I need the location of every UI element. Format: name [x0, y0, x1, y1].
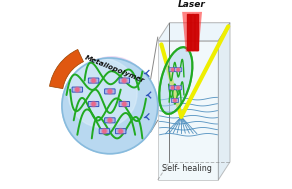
Circle shape	[177, 87, 179, 89]
FancyBboxPatch shape	[119, 78, 130, 83]
Circle shape	[107, 117, 113, 123]
Circle shape	[118, 128, 124, 134]
Circle shape	[174, 99, 176, 101]
Circle shape	[74, 87, 80, 92]
Circle shape	[123, 102, 126, 106]
Circle shape	[176, 86, 180, 90]
Wedge shape	[49, 50, 84, 89]
Polygon shape	[158, 23, 230, 41]
FancyBboxPatch shape	[171, 98, 178, 102]
Circle shape	[123, 79, 126, 82]
Circle shape	[107, 88, 113, 94]
Circle shape	[91, 78, 96, 84]
Polygon shape	[218, 23, 230, 180]
Circle shape	[108, 119, 112, 122]
Circle shape	[92, 102, 95, 106]
Circle shape	[171, 68, 175, 72]
FancyBboxPatch shape	[175, 68, 182, 72]
Circle shape	[176, 68, 180, 72]
Circle shape	[68, 59, 137, 128]
FancyBboxPatch shape	[105, 118, 115, 123]
Circle shape	[171, 86, 175, 90]
Text: Metallopolymer: Metallopolymer	[84, 54, 145, 84]
Ellipse shape	[159, 47, 192, 114]
Circle shape	[172, 69, 174, 71]
Circle shape	[73, 57, 150, 133]
FancyBboxPatch shape	[99, 129, 110, 134]
Polygon shape	[182, 12, 202, 52]
Circle shape	[92, 79, 95, 82]
FancyBboxPatch shape	[115, 129, 126, 134]
Circle shape	[121, 101, 127, 107]
Circle shape	[62, 58, 158, 154]
Circle shape	[173, 98, 177, 102]
Text: Self- healing: Self- healing	[162, 164, 212, 173]
Circle shape	[121, 78, 127, 84]
Circle shape	[108, 90, 112, 93]
Circle shape	[102, 128, 107, 134]
Circle shape	[76, 88, 79, 91]
FancyBboxPatch shape	[169, 68, 176, 72]
FancyBboxPatch shape	[88, 78, 99, 83]
FancyBboxPatch shape	[119, 101, 130, 107]
Circle shape	[172, 87, 174, 89]
FancyBboxPatch shape	[105, 89, 115, 94]
FancyBboxPatch shape	[88, 101, 99, 107]
Text: Laser: Laser	[178, 0, 206, 9]
Circle shape	[119, 129, 122, 133]
FancyBboxPatch shape	[169, 86, 176, 90]
Circle shape	[91, 101, 96, 107]
Polygon shape	[158, 41, 218, 180]
Circle shape	[177, 69, 179, 71]
FancyBboxPatch shape	[72, 87, 83, 92]
Circle shape	[103, 129, 106, 133]
FancyBboxPatch shape	[175, 86, 182, 90]
